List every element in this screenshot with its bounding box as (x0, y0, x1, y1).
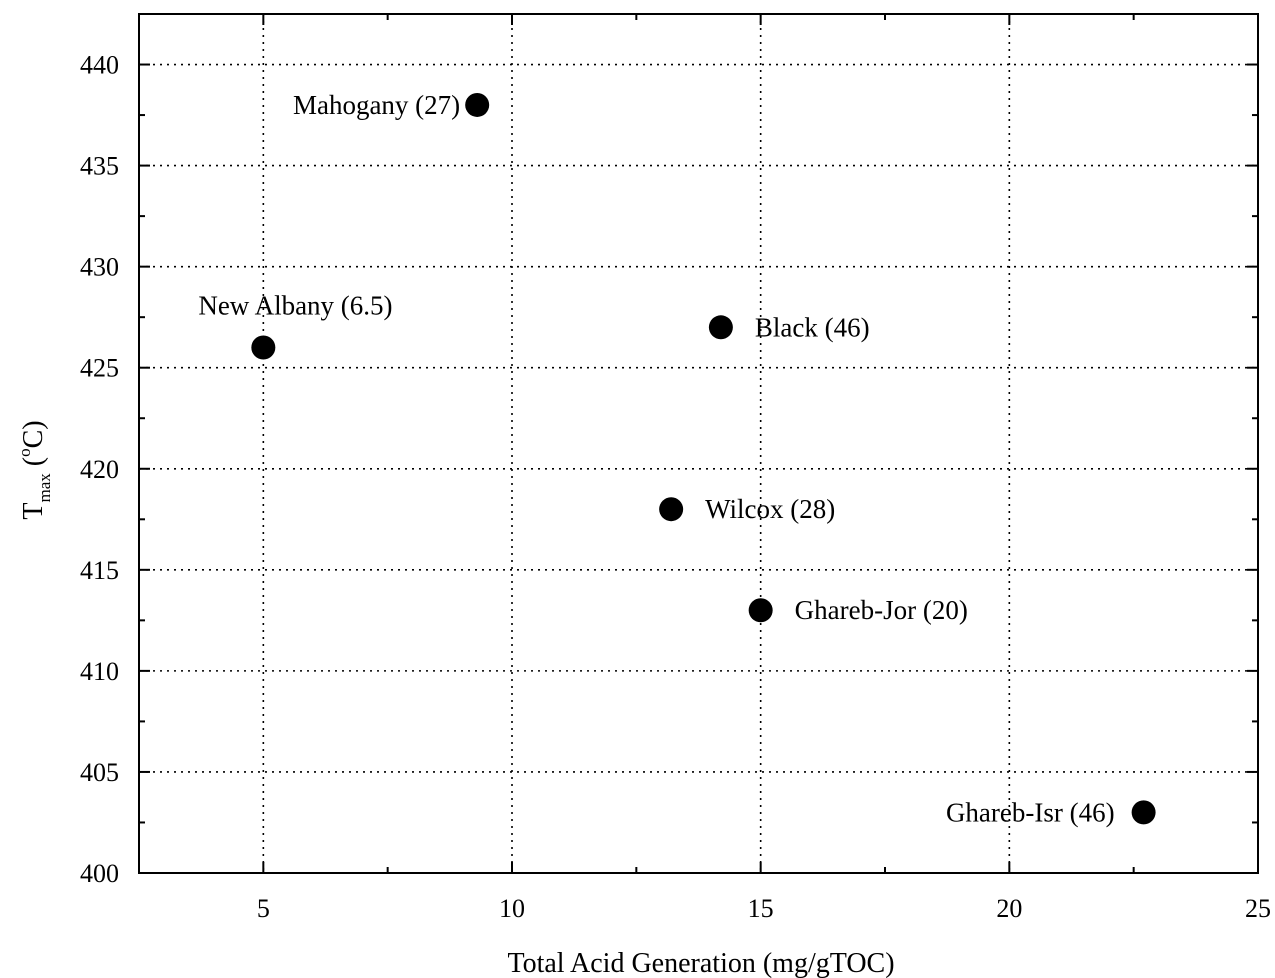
y-tick-label: 425 (80, 354, 119, 383)
data-point (1131, 800, 1156, 825)
data-point (659, 497, 684, 522)
y-axis-title-unit-close: C) (18, 420, 49, 448)
x-tick-labels: 5 10 15 20 25 (257, 894, 1271, 923)
data-point (748, 598, 773, 623)
x-axis-title: Total Acid Generation (mg/gTOC) (507, 948, 894, 978)
y-axis-title-unit-sup: o (15, 448, 34, 457)
x-tick-label: 25 (1245, 894, 1271, 923)
data-point-label: Mahogany (27) (293, 90, 460, 120)
y-tick-label: 405 (80, 758, 119, 787)
grid (139, 14, 1258, 873)
y-axis-title: Tmax (oC) (15, 420, 54, 519)
y-tick-label: 435 (80, 152, 119, 181)
y-axis-title-unit-open: ( (18, 457, 49, 473)
y-axis-title-base: T (18, 503, 49, 520)
data-point (708, 315, 733, 340)
data-point (251, 335, 276, 360)
y-tick-label: 430 (80, 253, 119, 282)
data-point-label: New Albany (6.5) (198, 290, 392, 320)
svg-text:Tmax (oC): Tmax (oC) (15, 420, 54, 519)
data-point (465, 92, 490, 117)
point-labels: Mahogany (27) New Albany (6.5) Black (46) W… (198, 90, 1114, 827)
data-point-label: Wilcox (28) (705, 494, 835, 524)
y-tick-label: 415 (80, 556, 119, 585)
x-tick-label: 10 (499, 894, 525, 923)
data-point-label: Black (46) (755, 312, 870, 342)
y-tick-label: 440 (80, 51, 119, 80)
y-tick-label: 420 (80, 455, 119, 484)
data-points (251, 92, 1156, 825)
data-point-label: Ghareb-Jor (20) (795, 595, 968, 625)
plot-frame (138, 13, 1259, 874)
x-tick-label: 20 (996, 894, 1022, 923)
x-tick-label: 5 (257, 894, 270, 923)
y-tick-label: 400 (80, 859, 119, 888)
y-tick-labels: 400 405 410 415 420 425 430 435 440 (80, 51, 119, 888)
y-tick-label: 410 (80, 657, 119, 686)
y-axis-title-subscript: max (35, 473, 54, 503)
major-ticks (139, 14, 1259, 874)
data-point-label: Ghareb-Isr (46) (946, 797, 1115, 827)
x-tick-label: 15 (748, 894, 774, 923)
minor-ticks (138, 14, 1258, 873)
